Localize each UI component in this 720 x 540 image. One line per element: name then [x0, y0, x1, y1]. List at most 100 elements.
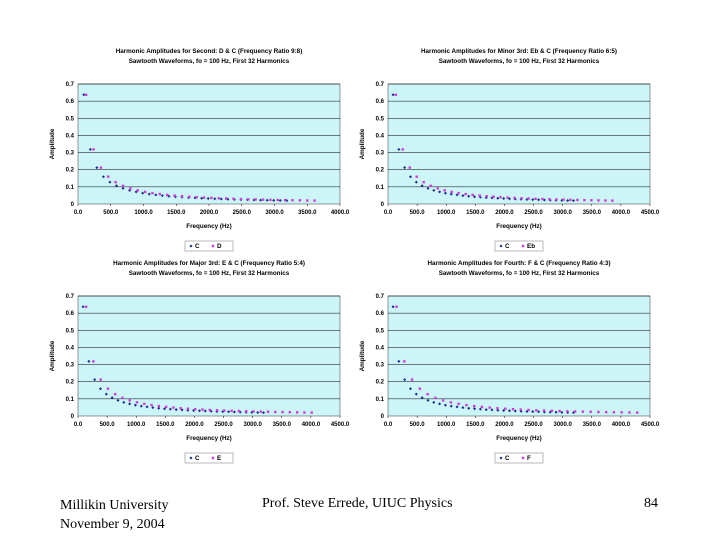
data-point-C [151, 406, 155, 410]
data-point-C [461, 194, 465, 198]
data-point-C [200, 196, 204, 200]
y-tick-label: 0.3 [66, 151, 75, 157]
data-point-C [256, 410, 260, 414]
x-tick-label: 500.0 [410, 210, 426, 216]
chart-svg: Harmonic Amplitudes for Second: D & C (F… [49, 48, 350, 252]
footer-date: November 9, 2004 [60, 517, 165, 532]
data-point-C [414, 392, 418, 396]
y-tick-label: 0.3 [376, 363, 385, 369]
data-point-Eb [576, 198, 579, 202]
plot-area [77, 83, 341, 205]
data-point-E [84, 305, 88, 308]
data-point-D [269, 198, 272, 201]
data-point-Eb [450, 190, 453, 194]
data-point-C [496, 196, 500, 200]
data-point-Eb [527, 197, 530, 200]
x-tick-label: 2500.0 [214, 422, 233, 428]
x-tick-label: 2000.0 [200, 210, 219, 216]
data-point-C [467, 194, 471, 198]
data-point-F [418, 387, 422, 390]
legend-marker [521, 456, 525, 460]
legend-marker [211, 244, 215, 248]
data-point-C [81, 305, 85, 309]
data-point-C [572, 199, 576, 203]
data-point-E [150, 403, 153, 407]
legend-marker [189, 456, 193, 460]
chart-title: Harmonic Amplitudes for Minor 3rd: Eb & … [421, 48, 617, 55]
data-point-C [403, 166, 407, 170]
data-point-D [173, 194, 176, 197]
data-point-E [244, 410, 248, 413]
data-point-E [252, 410, 255, 413]
data-point-C [122, 400, 126, 404]
data-point-F [535, 409, 538, 412]
x-tick-label: 2000.0 [495, 210, 514, 216]
data-point-E [303, 411, 306, 414]
data-point-C [98, 387, 102, 391]
y-tick-label: 0.3 [376, 151, 385, 157]
y-tick-label: 0.2 [376, 168, 385, 174]
x-tick-label: 3000.0 [553, 210, 572, 216]
data-point-C [232, 410, 236, 414]
data-point-E [274, 410, 277, 414]
data-point-C [272, 198, 276, 202]
data-point-C [502, 197, 506, 201]
data-point-E [99, 378, 102, 381]
data-point-C [426, 398, 430, 402]
chart-subtitle: Sawtooth Waveforms, fo = 100 Hz, First 3… [129, 270, 290, 277]
data-point-E [172, 406, 175, 409]
legend-marker [499, 456, 503, 460]
x-tick-label: 2500.0 [524, 210, 543, 216]
legend-label: C [195, 243, 200, 250]
data-point-D [143, 190, 147, 194]
data-point-C [467, 406, 471, 410]
legend-label: C [505, 243, 510, 250]
y-tick-label: 0.2 [66, 168, 75, 174]
data-point-E [266, 410, 270, 413]
data-point-C [139, 404, 143, 408]
data-point-F [449, 401, 453, 404]
data-point-D [84, 93, 88, 96]
data-point-C [154, 193, 158, 197]
data-point-C [133, 403, 137, 407]
data-point-Eb [429, 184, 432, 187]
data-point-C [408, 175, 412, 179]
data-point-F [597, 410, 600, 414]
data-point-E [230, 409, 233, 412]
data-point-C [496, 408, 500, 412]
plot-area [387, 83, 651, 205]
data-point-E [215, 409, 219, 412]
data-point-D [129, 187, 132, 190]
data-point-C [397, 359, 401, 363]
data-point-F [496, 407, 499, 410]
plot-area [387, 295, 651, 417]
y-tick-label: 0.5 [66, 328, 75, 334]
chart-major-third-e-c: Harmonic Amplitudes for Major 3rd: E & C… [40, 254, 350, 466]
data-point-C [507, 409, 511, 413]
data-point-C [408, 387, 412, 391]
data-point-F [566, 410, 569, 413]
chart-subtitle: Sawtooth Waveforms, fo = 100 Hz, First 3… [439, 58, 600, 65]
x-axis-label: Frequency (Hz) [186, 435, 231, 442]
data-point-C [420, 184, 424, 188]
data-point-E [201, 408, 204, 411]
y-tick-label: 0.7 [66, 294, 75, 300]
data-point-Eb [583, 198, 586, 202]
chart-svg: Harmonic Amplitudes for Major 3rd: E & C… [49, 260, 350, 464]
data-point-E [135, 401, 139, 404]
data-point-E [281, 410, 284, 414]
y-tick-label: 0.1 [376, 185, 385, 191]
legend-label: Eb [527, 243, 535, 250]
data-point-C [478, 407, 482, 411]
data-point-C [128, 188, 132, 192]
chart-minor-third-eb-c: Harmonic Amplitudes for Minor 3rd: Eb & … [350, 42, 660, 254]
data-point-C [566, 198, 570, 202]
x-tick-label: 1000.0 [127, 422, 146, 428]
y-axis-label: Amplitude [359, 128, 366, 159]
y-tick-label: 0.5 [376, 328, 385, 334]
legend-box [494, 452, 544, 464]
data-point-C [87, 359, 91, 363]
y-axis-label: Amplitude [359, 340, 366, 371]
y-tick-label: 0 [71, 414, 75, 420]
data-point-F [511, 407, 515, 411]
